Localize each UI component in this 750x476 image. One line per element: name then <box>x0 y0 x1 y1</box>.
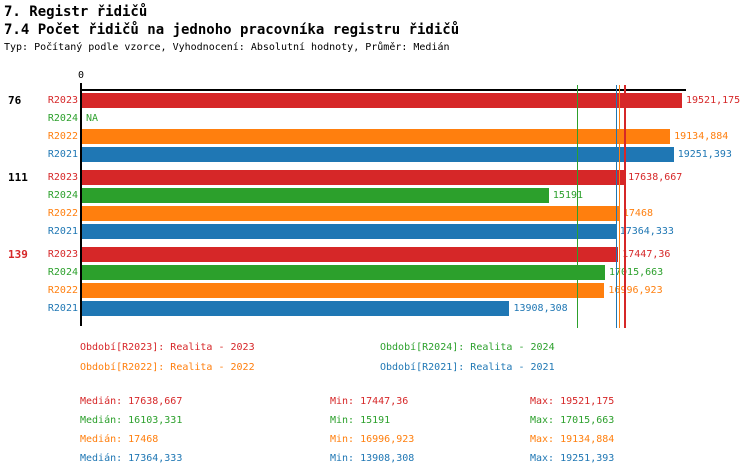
x-axis-tick <box>80 83 82 89</box>
bar <box>82 206 619 221</box>
stat-median-value: 17468 <box>128 434 159 445</box>
bar-value-label: 19134,884 <box>674 131 729 142</box>
stat-median-cell: Medián: 17468 <box>80 434 158 446</box>
series-label: R2023 <box>47 172 78 183</box>
stat-median-cell: Medián: 16103,331 <box>80 415 182 427</box>
stat-max-label: Max: <box>530 396 555 407</box>
bar-value-label: 17447,36 <box>622 249 671 260</box>
bar-value-label: 17015,663 <box>608 267 664 278</box>
bar <box>82 283 605 298</box>
bar-value-label: 17638,667 <box>628 172 683 183</box>
bar <box>82 93 682 108</box>
stat-min-value: 15191 <box>360 415 391 426</box>
stat-median-label: Medián: <box>80 415 123 426</box>
series-label: R2024 <box>47 113 78 124</box>
stat-min-value: 16996,923 <box>360 434 415 445</box>
stat-max-value: 19251,393 <box>560 453 615 464</box>
stat-max-value: 19521,175 <box>560 396 615 407</box>
chart-meta: Typ: Počítaný podle vzorce, Vyhodnocení:… <box>4 42 450 53</box>
group-label: 139 <box>8 248 28 261</box>
series-label: R2021 <box>47 303 78 314</box>
stat-median-value: 17638,667 <box>128 396 183 407</box>
stat-max-label: Max: <box>530 415 555 426</box>
series-label: R2021 <box>47 149 78 160</box>
series-label: R2024 <box>47 267 78 278</box>
stat-min-label: Min: <box>330 453 355 464</box>
stat-median-value: 16103,331 <box>128 415 183 426</box>
bar-value-label: 16996,923 <box>608 285 663 296</box>
page-title: 7. Registr řidičů <box>4 4 148 20</box>
stat-max-label: Max: <box>530 434 555 445</box>
bar-value-label: 17364,333 <box>619 226 674 237</box>
chart-subtitle: 7.4 Počet řidičů na jednoho pracovníka r… <box>4 22 460 38</box>
median-line-r2023 <box>624 85 626 328</box>
stat-median-label: Medián: <box>80 396 123 407</box>
bar <box>82 170 625 185</box>
series-label: R2023 <box>47 95 78 106</box>
stat-max-cell: Max: 17015,663 <box>530 415 614 427</box>
legend-item: Období[R2024]: Realita - 2024 <box>380 342 555 353</box>
y-axis-line <box>80 88 82 326</box>
stat-min-label: Min: <box>330 396 355 407</box>
stat-median-value: 17364,333 <box>128 453 183 464</box>
stat-min-cell: Min: 16996,923 <box>330 434 414 446</box>
series-label: R2022 <box>47 208 78 219</box>
stat-max-cell: Max: 19251,393 <box>530 453 614 465</box>
bar <box>82 247 619 262</box>
bar-value-label: 15191 <box>552 190 584 201</box>
bar <box>82 301 510 316</box>
bar <box>82 265 605 280</box>
series-label: R2023 <box>47 249 78 260</box>
stat-min-cell: Min: 13908,308 <box>330 453 414 465</box>
stat-min-label: Min: <box>330 415 355 426</box>
bar-value-label: NA <box>86 113 99 124</box>
stat-median-label: Medián: <box>80 453 123 464</box>
median-line-r2022 <box>618 85 621 328</box>
legend-item: Období[R2022]: Realita - 2022 <box>80 362 255 373</box>
stat-min-value: 17447,36 <box>360 396 409 407</box>
bar-value-label: 17468 <box>622 208 653 219</box>
series-label: R2021 <box>47 226 78 237</box>
stat-min-label: Min: <box>330 434 355 445</box>
series-label: R2024 <box>47 190 78 201</box>
stat-min-value: 13908,308 <box>360 453 415 464</box>
bar-value-label: 13908,308 <box>513 303 568 314</box>
x-axis-line <box>80 89 686 91</box>
group-label: 111 <box>8 171 28 184</box>
bar-value-label: 19521,175 <box>686 95 741 106</box>
stat-median-cell: Medián: 17638,667 <box>80 396 182 408</box>
median-line-r2021 <box>615 85 618 328</box>
legend-item: Období[R2023]: Realita - 2023 <box>80 342 255 353</box>
bar <box>82 129 671 144</box>
stat-max-label: Max: <box>530 453 555 464</box>
stat-max-value: 17015,663 <box>560 415 615 426</box>
stat-max-cell: Max: 19521,175 <box>530 396 614 408</box>
bar <box>82 188 549 203</box>
median-line-r2024 <box>576 85 579 328</box>
x-axis-tick-label: 0 <box>77 70 85 81</box>
bar <box>82 147 674 162</box>
stat-max-cell: Max: 19134,884 <box>530 434 614 446</box>
bar <box>82 224 616 239</box>
legend-item: Období[R2021]: Realita - 2021 <box>380 362 555 373</box>
stat-min-cell: Min: 17447,36 <box>330 396 408 408</box>
stat-median-cell: Medián: 17364,333 <box>80 453 182 465</box>
series-label: R2022 <box>47 285 78 296</box>
stat-max-value: 19134,884 <box>560 434 615 445</box>
series-label: R2022 <box>47 131 78 142</box>
stat-min-cell: Min: 15191 <box>330 415 390 427</box>
stat-median-label: Medián: <box>80 434 123 445</box>
bar-value-label: 19251,393 <box>677 149 732 160</box>
group-label: 76 <box>8 94 22 107</box>
